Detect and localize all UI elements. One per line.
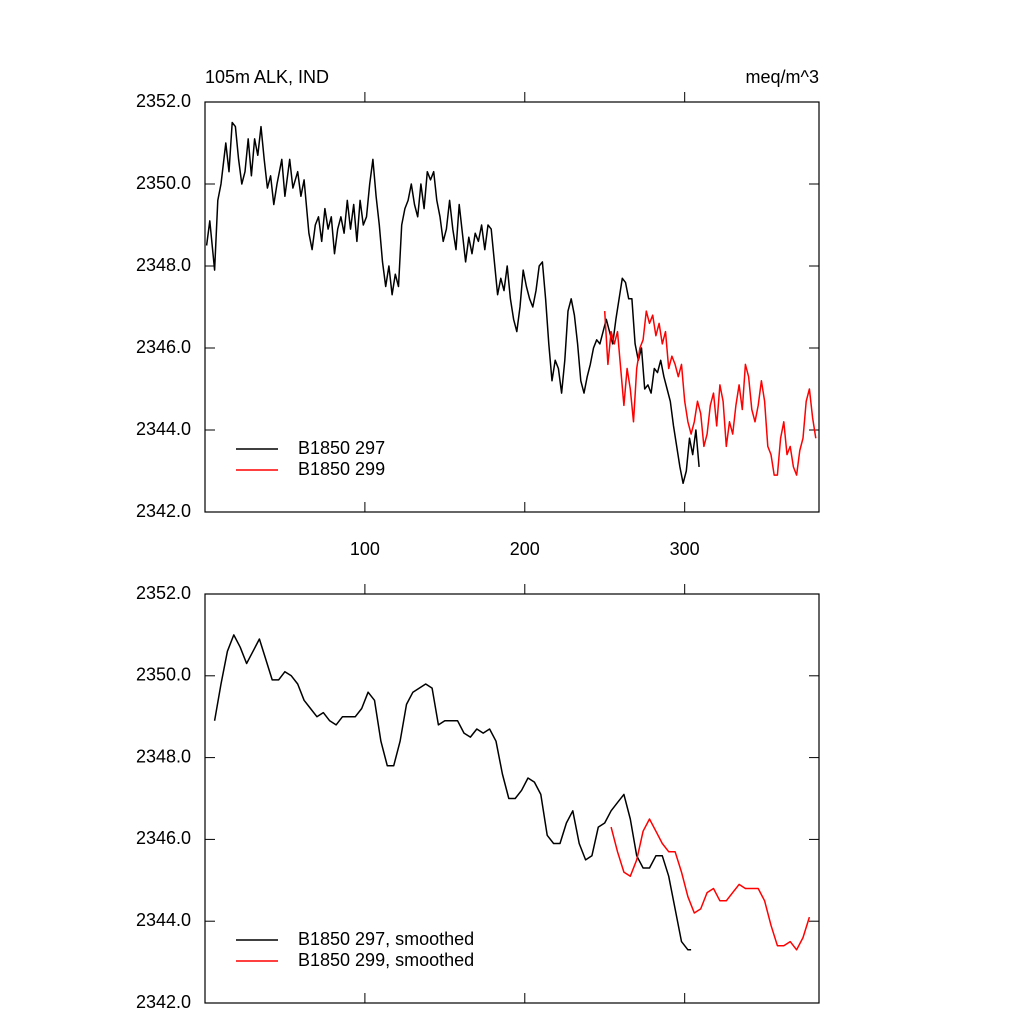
x-tick-label: 300 <box>670 539 700 559</box>
y-tick-label: 2346.0 <box>136 337 191 357</box>
y-tick-label: 2350.0 <box>136 665 191 685</box>
series-line <box>213 634 692 951</box>
x-tick-label: 100 <box>350 539 380 559</box>
units-label: meq/m^3 <box>746 67 819 87</box>
y-tick-label: 2344.0 <box>136 419 191 439</box>
series-line <box>603 310 817 476</box>
y-tick-label: 2348.0 <box>136 746 191 766</box>
y-tick-label: 2350.0 <box>136 173 191 193</box>
y-tick-label: 2342.0 <box>136 501 191 521</box>
plot-frame <box>204 101 820 513</box>
legend-label: B1850 297 <box>298 438 385 458</box>
y-tick-label: 2346.0 <box>136 828 191 848</box>
y-tick-label: 2342.0 <box>136 992 191 1012</box>
legend-label: B1850 299 <box>298 459 385 479</box>
y-tick-label: 2352.0 <box>136 91 191 111</box>
legend-label: B1850 299, smoothed <box>298 950 474 970</box>
series-line <box>610 818 811 951</box>
y-tick-label: 2344.0 <box>136 910 191 930</box>
plot-frame <box>204 593 820 1004</box>
y-tick-label: 2352.0 <box>136 583 191 603</box>
x-tick-label: 200 <box>510 539 540 559</box>
chart-title: 105m ALK, IND <box>205 67 329 87</box>
y-tick-label: 2348.0 <box>136 255 191 275</box>
series-line <box>205 121 700 485</box>
legend-label: B1850 297, smoothed <box>298 929 474 949</box>
